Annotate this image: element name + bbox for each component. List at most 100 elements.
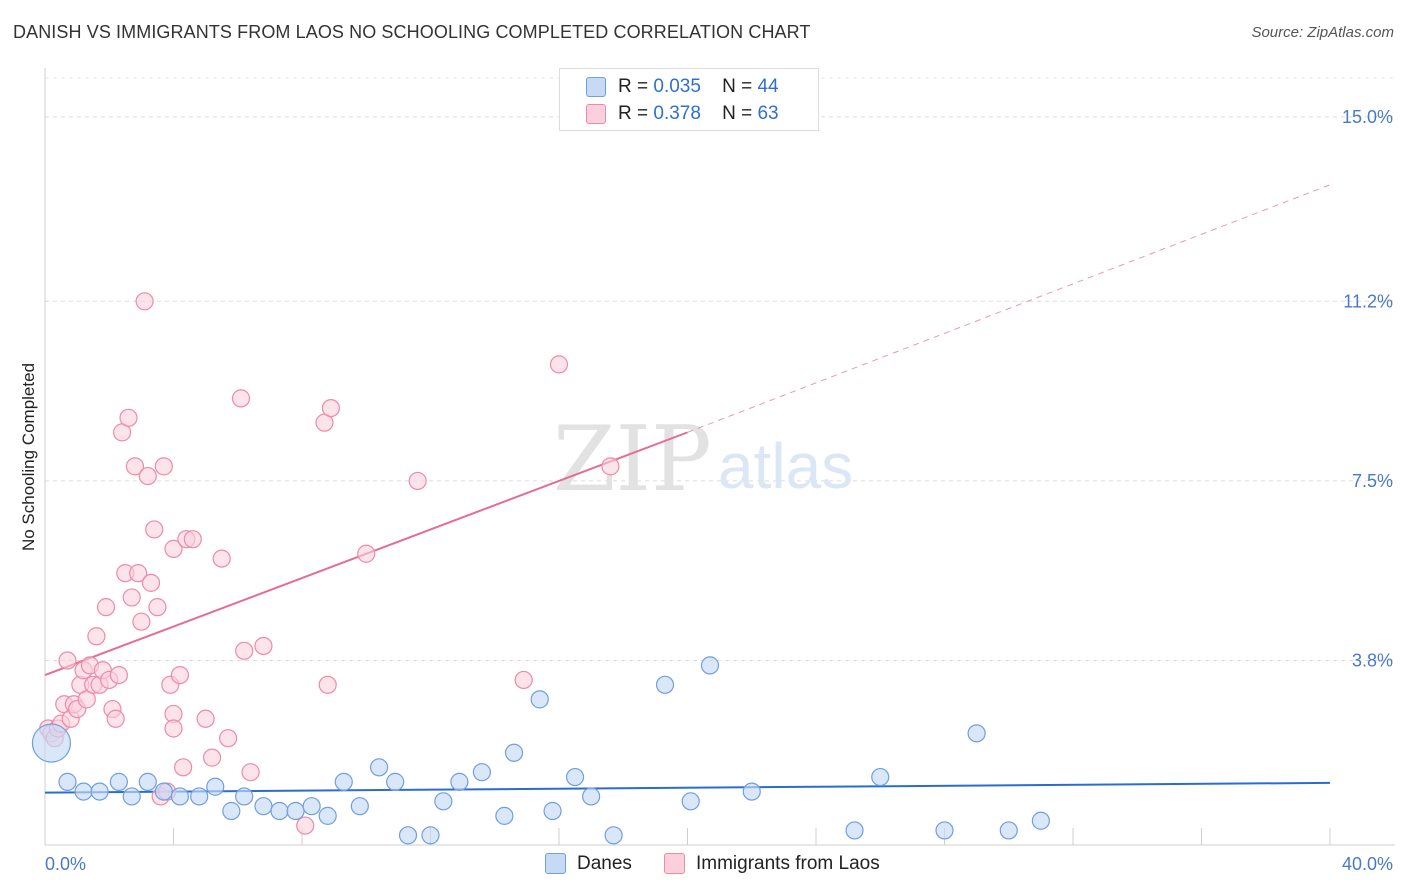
trendline-laos-extension: [687, 184, 1331, 433]
point-danes: [472, 763, 491, 782]
point-danes: [504, 743, 524, 762]
correlation-legend: R = 0.035 N = 44 R = 0.378 N = 63: [559, 68, 819, 131]
watermark-zip: ZIP: [553, 407, 712, 512]
point-danes: [235, 787, 254, 806]
grid-layer: [45, 77, 1395, 662]
point-danes: [122, 787, 141, 806]
watermark-atlas: atlas: [718, 430, 853, 502]
point-laos: [241, 763, 260, 782]
point-laos: [135, 292, 154, 311]
point-danes: [154, 782, 173, 801]
point-danes: [543, 801, 562, 821]
point-laos: [132, 612, 151, 631]
point-laos: [202, 748, 222, 767]
point-danes: [270, 801, 289, 821]
legend-n-value: 44: [757, 76, 779, 97]
chart-title: DANISH VS IMMIGRANTS FROM LAOS NO SCHOOL…: [13, 22, 811, 42]
point-danes: [254, 797, 273, 816]
point-laos: [549, 355, 569, 374]
point-laos: [601, 457, 620, 476]
point-danes: [845, 821, 864, 840]
point-laos: [231, 389, 251, 408]
chart-source: Source: ZipAtlas.com: [1251, 24, 1394, 41]
points-danes: [31, 656, 1050, 845]
point-danes: [386, 772, 405, 791]
point-laos: [183, 530, 202, 549]
y-tick-label: 11.2%: [1343, 291, 1393, 311]
point-laos: [154, 457, 173, 476]
points-laos: [39, 292, 620, 835]
point-laos: [174, 758, 193, 777]
legend-n-value: 63: [757, 103, 779, 124]
point-laos: [125, 457, 145, 476]
point-laos: [235, 641, 254, 660]
point-laos: [106, 709, 125, 728]
point-danes: [700, 656, 720, 675]
labels-layer: 3.8% 7.5% 11.2% 15.0% 0.0% 40.0%: [45, 107, 1393, 874]
legend-swatch-laos: [586, 104, 606, 124]
point-laos: [219, 729, 238, 748]
point-danes: [398, 826, 418, 845]
point-danes: [58, 772, 77, 791]
point-laos: [408, 471, 427, 491]
bottom-legend-label-laos: Immigrants from Laos: [696, 853, 880, 874]
x-tick-label: 40.0%: [1342, 854, 1393, 874]
legend-text-danes: R = 0.035 N = 44: [618, 76, 779, 98]
point-danes: [302, 797, 321, 816]
point-danes: [565, 767, 585, 787]
point-danes: [999, 821, 1018, 840]
point-laos: [514, 670, 533, 690]
point-danes: [190, 787, 209, 806]
point-laos: [212, 549, 231, 568]
point-danes: [206, 777, 225, 796]
point-danes: [681, 792, 700, 811]
point-laos: [58, 651, 77, 670]
point-danes: [604, 826, 623, 845]
legend-r-value: 0.035: [653, 76, 701, 97]
y-tick-label: 3.8%: [1352, 651, 1393, 671]
x-tick-label: 0.0%: [45, 854, 86, 874]
point-danes: [31, 723, 72, 763]
point-danes: [318, 806, 337, 825]
trendline-danes: [44, 781, 1331, 794]
point-laos: [119, 408, 138, 427]
point-laos: [145, 520, 164, 539]
point-danes: [222, 801, 241, 821]
point-danes: [138, 772, 157, 791]
point-laos: [96, 598, 116, 617]
legend-r-label: R =: [618, 103, 649, 124]
y-axis-label: No Schooling Completed: [19, 363, 38, 551]
point-laos: [318, 675, 337, 694]
point-laos: [148, 598, 167, 617]
point-danes: [655, 675, 675, 694]
point-laos: [122, 588, 141, 607]
y-tick-label: 7.5%: [1352, 471, 1393, 491]
point-laos: [296, 816, 315, 835]
point-laos: [254, 636, 273, 656]
point-danes: [871, 767, 890, 787]
point-danes: [350, 797, 369, 816]
point-laos: [141, 573, 161, 592]
point-laos: [138, 466, 157, 486]
point-danes: [935, 821, 954, 840]
point-danes: [334, 772, 353, 791]
point-danes: [170, 787, 190, 806]
point-danes: [742, 782, 761, 801]
legend-n-label: N =: [722, 76, 753, 97]
point-danes: [434, 792, 453, 811]
point-danes: [74, 782, 93, 801]
legend-n-label: N =: [722, 103, 753, 124]
point-danes: [90, 782, 109, 801]
point-danes: [582, 787, 601, 806]
point-laos: [357, 544, 376, 563]
point-laos: [164, 539, 183, 558]
point-danes: [421, 826, 440, 845]
legend-swatch-danes: [586, 77, 606, 97]
point-danes: [450, 772, 469, 791]
bottom-legend-label-danes: Danes: [577, 853, 632, 874]
point-laos: [129, 564, 148, 583]
point-laos: [196, 709, 215, 728]
legend-r-value: 0.378: [653, 103, 701, 124]
point-laos: [321, 399, 341, 418]
